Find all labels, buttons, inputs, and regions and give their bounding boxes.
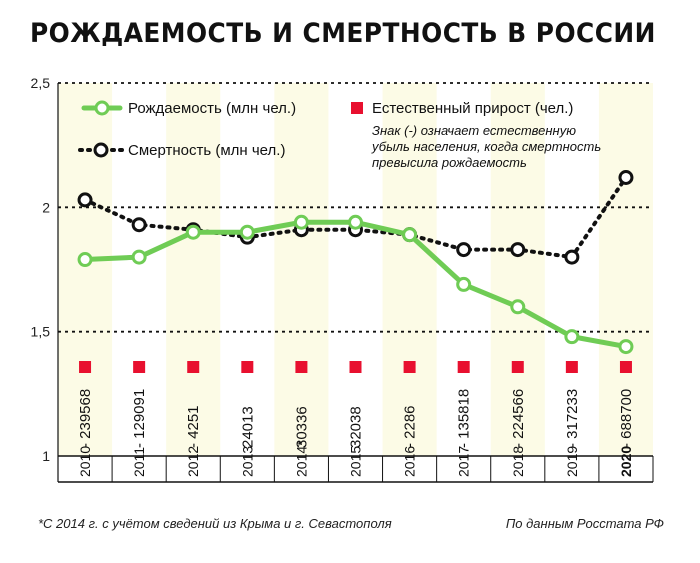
source-note: По данным Росстата РФ: [505, 516, 664, 531]
legend: Рождаемость (млн чел.) Смертность (млн че…: [78, 100, 601, 170]
births-point: [564, 329, 580, 345]
growth-value-label: - 688700: [618, 389, 635, 448]
births-point: [456, 276, 472, 292]
y-tick-label: 1: [42, 448, 50, 464]
growth-value-label: - 2286: [402, 405, 419, 448]
legend-births-label: Рождаемость (млн чел.): [128, 100, 296, 117]
deaths-point: [131, 217, 147, 233]
legend-births-marker: [94, 100, 110, 116]
legend-note-line: убыль населения, когда смертность: [371, 139, 601, 154]
legend-deaths-marker: [93, 142, 109, 158]
deaths-point: [456, 242, 472, 258]
growth-value-label: 32038: [348, 406, 365, 448]
growth-marker: [511, 361, 524, 373]
legend-deaths-label: Смертность (млн чел.): [128, 142, 285, 159]
x-tick-year: 2020: [618, 446, 634, 477]
births-point: [510, 299, 526, 315]
deaths-point: [510, 242, 526, 258]
births-point: [239, 224, 255, 240]
stripe-column: [166, 83, 221, 456]
growth-value-label: 30336: [293, 406, 310, 448]
x-tick-year: 2019: [564, 446, 580, 477]
births-point: [293, 214, 309, 230]
growth-marker: [295, 361, 308, 373]
births-point: [185, 224, 201, 240]
growth-value-label: - 135818: [456, 389, 473, 448]
x-tick-year: 2018: [510, 446, 526, 477]
grid-lines: [57, 82, 653, 482]
y-tick-label: 2,5: [31, 75, 51, 91]
growth-value-label: - 239568: [77, 389, 94, 448]
growth-marker: [241, 361, 254, 373]
growth-marker: [403, 361, 416, 373]
x-tick-year: 2012: [185, 446, 201, 477]
growth-marker: [133, 361, 146, 373]
y-tick-label: 2: [42, 199, 50, 215]
x-tick-year: 2016: [402, 446, 418, 477]
x-tick-year: 2013: [239, 446, 255, 477]
x-tick-year: 2015: [348, 446, 364, 477]
growth-value-label: 24013: [239, 406, 256, 448]
growth-value-label: - 317233: [564, 389, 581, 448]
legend-growth-label: Естественный прирост (чел.): [372, 100, 573, 117]
growth-value-label: - 129091: [131, 389, 148, 448]
x-tick-year: 2010: [77, 446, 93, 477]
x-axis: 2010 2011 2012 2013 2014* 2015 2016 2017 2018 201…: [57, 440, 654, 483]
y-axis-ticks: 1 1,5 2 2,5: [31, 75, 51, 464]
growth-marker: [187, 361, 200, 373]
births-point: [77, 252, 93, 268]
deaths-point: [618, 169, 634, 185]
growth-marker: [619, 361, 632, 373]
births-series: [77, 214, 634, 355]
deaths-point: [77, 192, 93, 208]
growth-marker: [565, 361, 578, 373]
legend-note-line: превысила рождаемость: [372, 155, 527, 170]
births-point: [348, 214, 363, 230]
stripe-column: [382, 83, 437, 456]
y-tick-label: 1,5: [31, 324, 51, 340]
growth-marker: [79, 361, 92, 373]
births-point: [131, 249, 147, 265]
growth-marker: [457, 361, 470, 373]
x-tick-year: 2017: [456, 446, 472, 477]
births-point: [402, 227, 418, 243]
chart-title: РОЖДАЕМОСТЬ И СМЕРТНОСТЬ В РОССИИ: [30, 18, 656, 49]
stripe-column: [598, 83, 653, 456]
x-tick-year: 2011: [131, 447, 147, 477]
legend-growth-marker: [351, 102, 363, 114]
x-tick-year: 2014*: [293, 440, 309, 477]
deaths-line: [83, 175, 628, 260]
deaths-point: [564, 249, 580, 265]
natural-growth-series: - 239568 - 129091 - 4251 24013 30336 32038 - 2…: [77, 361, 635, 448]
growth-marker: [349, 361, 362, 373]
growth-value-label: - 4251: [185, 405, 202, 448]
growth-value-label: - 224566: [510, 389, 527, 448]
stripe-column: [490, 83, 545, 456]
stripe-column: [274, 83, 329, 456]
legend-note-line: Знак (-) означает естественную: [372, 123, 576, 138]
births-point: [618, 339, 634, 355]
footnote-crimea: *С 2014 г. с учётом сведений из Крыма и …: [38, 516, 392, 531]
